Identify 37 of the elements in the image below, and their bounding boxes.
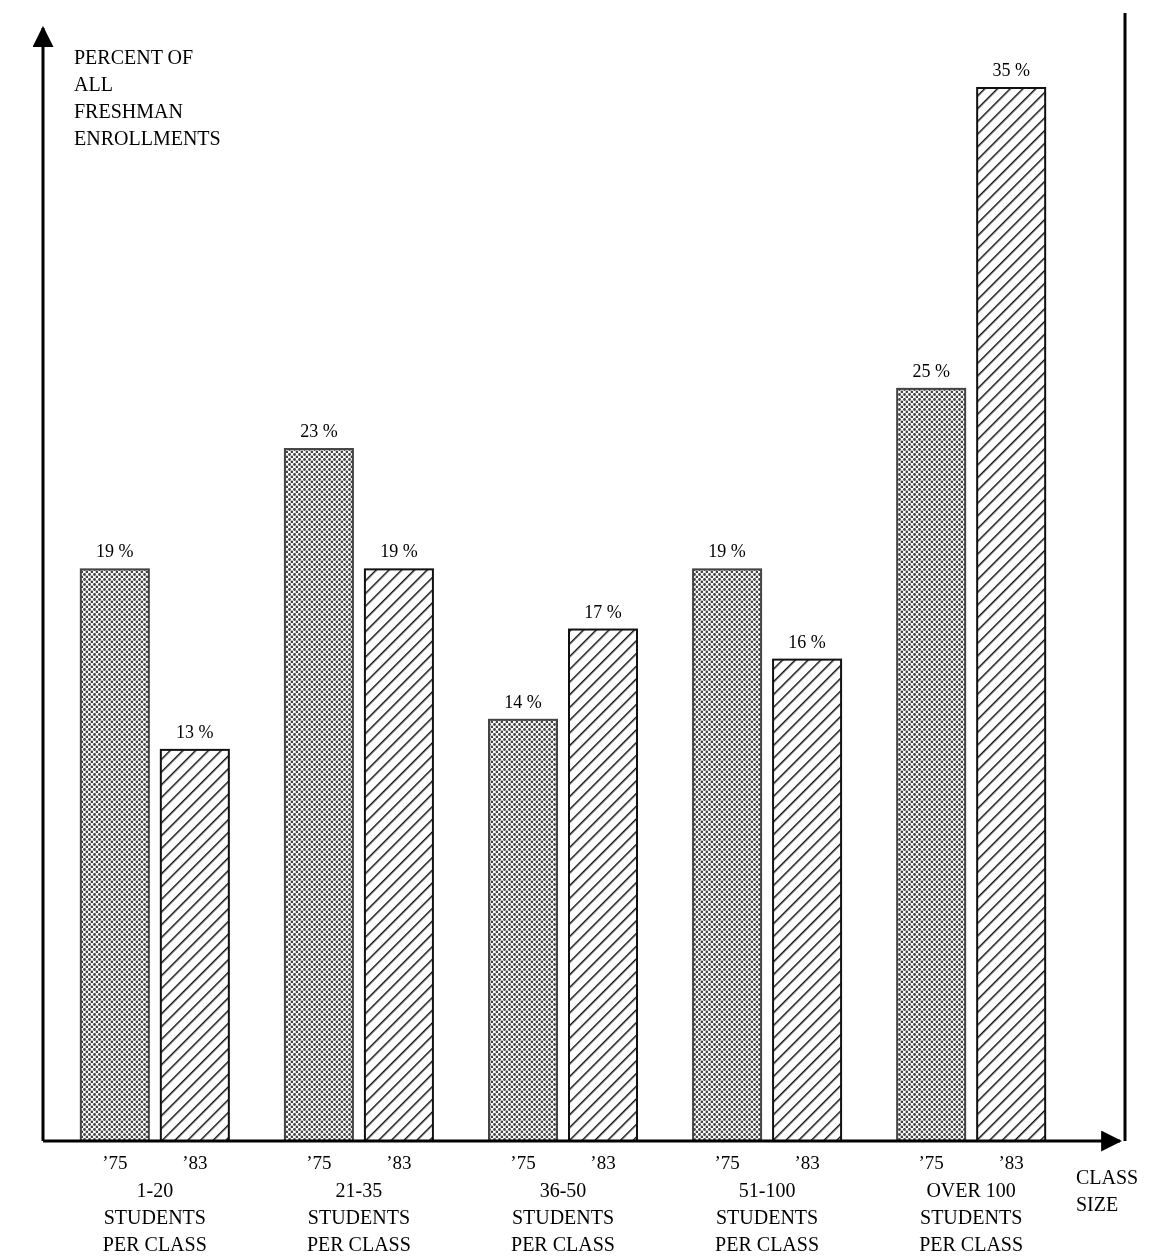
data-label: 19 % [708,541,746,562]
text: ’75 [306,1152,332,1173]
x-tick-label: OVER 100 STUDENTS PER CLASS [919,1179,1024,1255]
data-label: 13 % [176,721,214,742]
x-tick-label: 1-20 STUDENTS PER CLASS [102,1179,207,1255]
data-label: 19 % [96,541,134,562]
bar [283,448,354,1142]
bar [896,387,967,1142]
x-tick-label: 51-100 STUDENTS PER CLASS [715,1179,820,1255]
y-axis-title: PERCENT OF ALL FRESHMAN ENROLLMENTS [74,46,221,149]
text: ’75 [918,1152,944,1173]
data-label: 19 % [380,541,418,562]
bar [772,658,843,1142]
bar [79,568,150,1142]
bar [692,568,763,1142]
bar [488,718,558,1142]
data-label: 23 % [300,421,338,442]
data-label: 35 % [992,60,1030,80]
text: ’75 [714,1152,740,1173]
text: ’83 [794,1152,820,1173]
data-label: 14 % [504,691,542,712]
bar [976,87,1047,1142]
series-label: ’75 [102,1152,128,1173]
bar [568,628,638,1142]
x-tick-label: 36-50 STUDENTS PER CLASS [511,1179,615,1255]
data-label: 16 % [788,631,826,652]
x-tick-label: 21-35 STUDENTS PER CLASS [306,1179,411,1255]
x-axis-title: CLASS SIZE [1076,1166,1139,1215]
data-label: 25 % [912,360,950,381]
bar [159,748,230,1142]
text: ’75 [510,1152,536,1173]
bar [363,568,434,1142]
text: ’83 [590,1152,616,1173]
text: ’83 [998,1152,1024,1173]
data-label: 17 % [584,601,622,622]
series-label: ’83 [182,1152,208,1173]
text: ’83 [386,1152,412,1173]
